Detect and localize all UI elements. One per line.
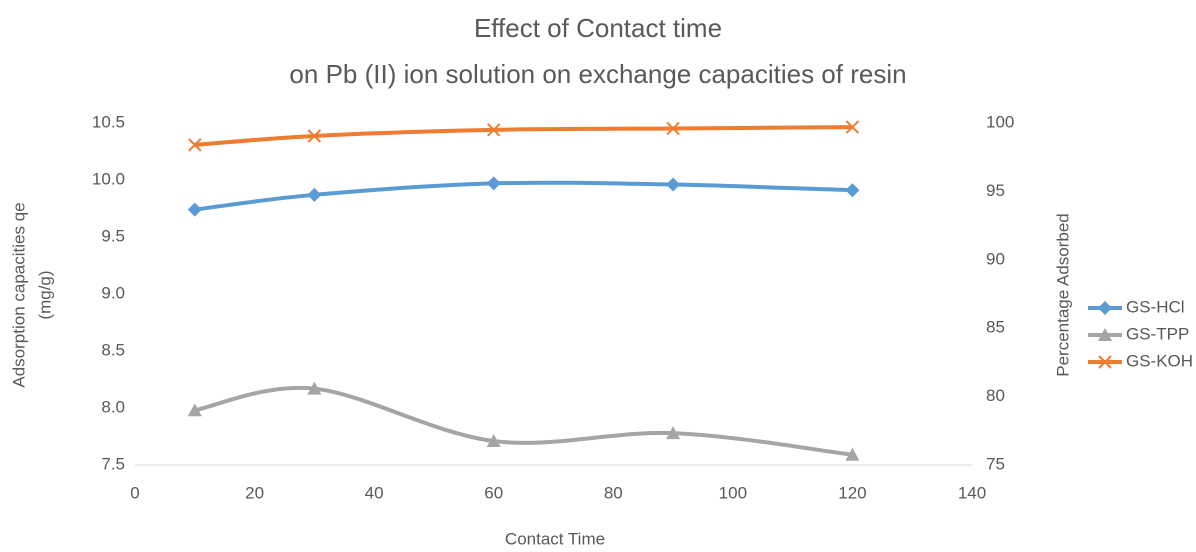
chart-title: on Pb (II) ion solution on exchange capa… [289,59,906,89]
y-tick-label: 7.5 [101,454,125,473]
y-tick-label: 10.0 [92,169,125,188]
marker [187,202,202,217]
y-tick-label: 9.0 [101,283,125,302]
marker [845,447,860,461]
x-tick-label: 60 [484,483,503,502]
y2-tick-label: 80 [986,386,1005,405]
y-axis-title: Adsorption capacities qe [9,202,28,387]
marker [845,120,860,134]
x-tick-label: 120 [838,483,866,502]
marker [188,138,202,152]
marker [307,187,322,202]
x-tick-label: 20 [245,483,264,502]
marker [666,121,680,136]
y2-tick-label: 90 [986,249,1005,268]
y2-tick-label: 75 [986,454,1005,473]
y-axis-title: (mg/g) [35,270,54,319]
series-line [194,180,853,212]
x-tick-label: 40 [365,483,384,502]
marker [845,183,860,198]
series-line [194,125,853,147]
y2-tick-label: 100 [986,112,1014,131]
series-line [194,385,853,457]
x-tick-label: 100 [719,483,747,502]
marker [486,176,501,191]
y2-tick-label: 95 [986,181,1005,200]
x-tick-label: 0 [130,483,139,502]
marker [307,381,322,395]
x-tick-label: 140 [958,483,986,502]
marker [187,403,202,417]
legend-label: GS-TPP [1126,324,1189,343]
legend-marker [1098,328,1112,341]
y2-tick-label: 85 [986,318,1005,337]
legend-label: GS-HCl [1126,297,1185,316]
y-tick-label: 10.5 [92,112,125,131]
legend-marker [1098,301,1112,315]
chart-title: Effect of Contact time [474,13,722,43]
marker [666,426,681,440]
y-tick-label: 9.5 [101,226,125,245]
y-tick-label: 8.0 [101,397,125,416]
legend-label: GS-KOH [1126,351,1193,370]
y2-axis-title: Percentage Adsorbed [1053,213,1072,377]
marker [307,129,322,143]
x-axis-title: Contact Time [505,529,605,548]
legend-marker [1098,355,1112,369]
marker [487,123,501,137]
marker [666,177,681,192]
marker [486,434,501,448]
y-tick-label: 8.5 [101,340,125,359]
x-tick-label: 80 [604,483,623,502]
